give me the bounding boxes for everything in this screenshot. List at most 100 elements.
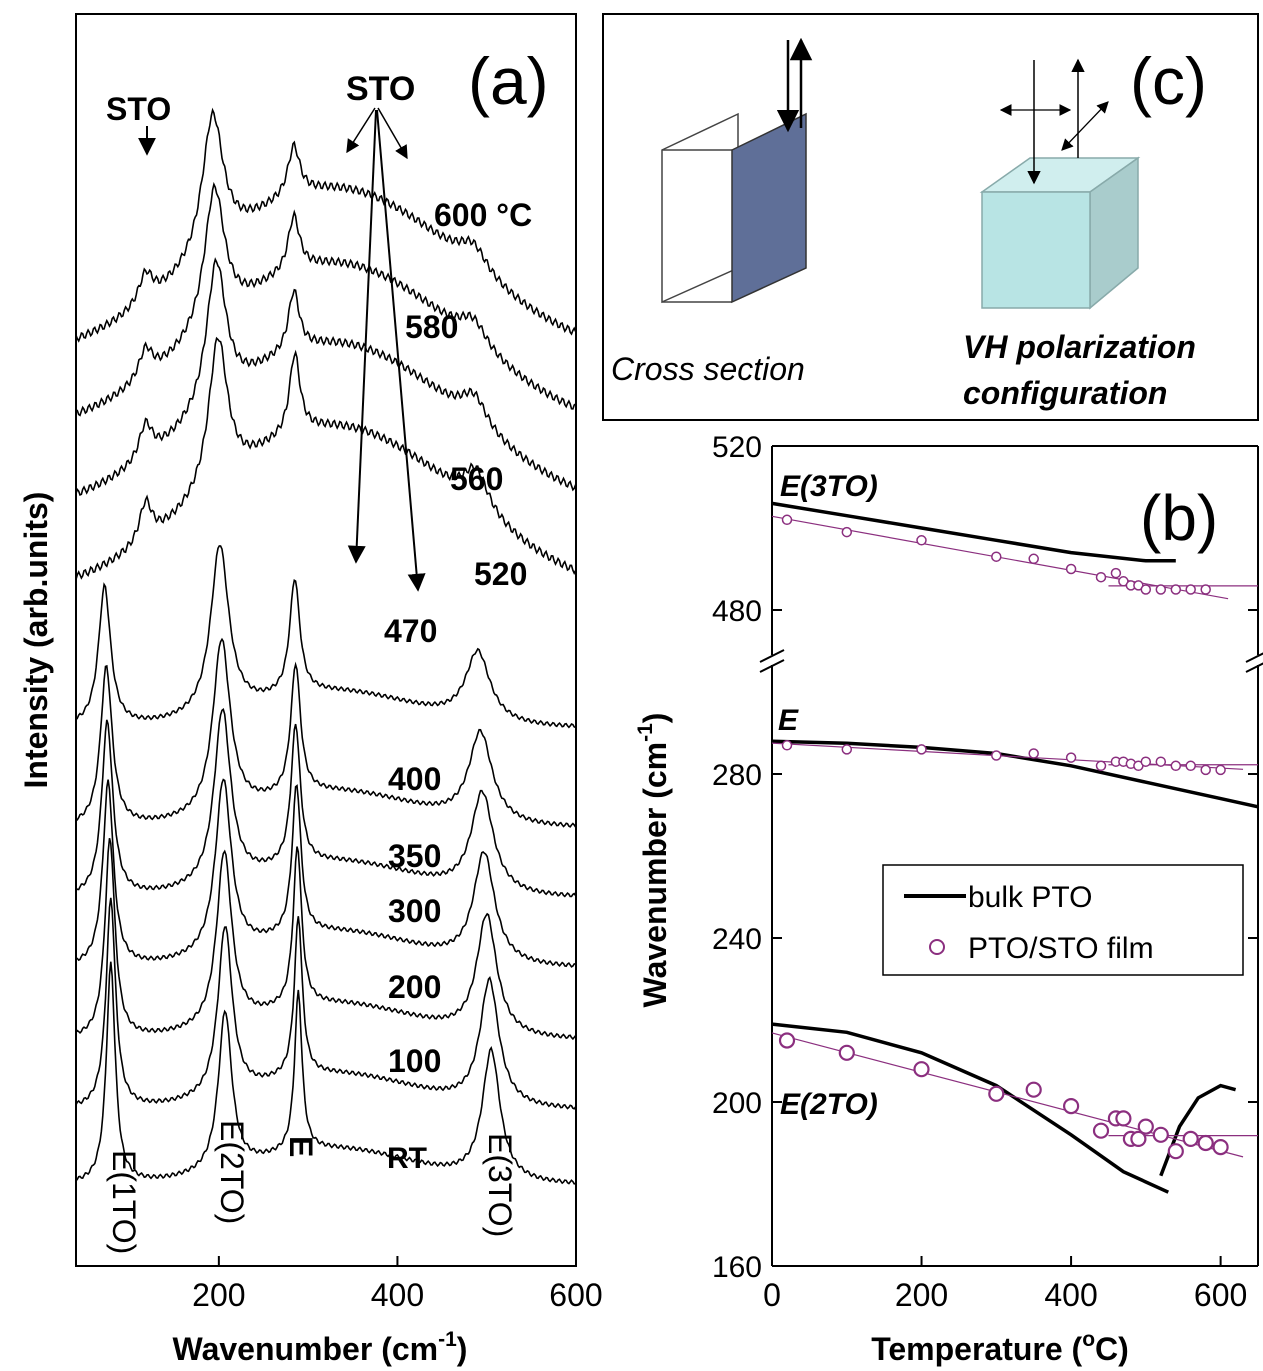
spectrum-200	[75, 838, 577, 1041]
axis-break-left-1	[759, 649, 785, 663]
mode-label-e3to: E(3TO)	[482, 1133, 518, 1237]
panel-c-tag: (c)	[1130, 44, 1207, 118]
film-point-e-2to-15	[1197, 1134, 1214, 1152]
film-point-e-3to-4	[1028, 553, 1039, 565]
film-point-e-4	[1028, 748, 1039, 759]
film-point-e-3to-11	[1140, 584, 1152, 595]
film-point-e-3to-12	[1155, 584, 1167, 595]
sto-arrow-3	[347, 109, 377, 564]
temperature-label-580: 580	[405, 309, 458, 345]
panel-c-frame	[602, 13, 1259, 421]
temperature-label-600: 600 °C	[434, 197, 532, 233]
film-point-e-2to-5	[1062, 1097, 1080, 1115]
cross-section-diagram	[661, 37, 813, 304]
film-point-e-2to-2	[913, 1061, 930, 1078]
spectrum-560	[75, 257, 577, 496]
panel-a: 200 400 600 100 200 300 350 400 470 520 560 580 600…	[18, 13, 603, 1367]
panel-b-x-tick-label-600: 600	[1194, 1277, 1247, 1313]
bulk-line-e-3to	[771, 501, 1176, 563]
panel-b-y-tick-label-240: 240	[712, 923, 762, 956]
panel-a-x-tick-label-400: 400	[371, 1277, 424, 1313]
legend-box	[882, 864, 1244, 976]
panel-a-temperature-labels: 100 200 300 350 400 470 520 560 580 600 °C	[384, 197, 532, 1079]
panel-a-frame	[75, 13, 577, 1267]
mode-label-b-e: E	[778, 704, 799, 737]
legend-film-label: PTO/STO film	[968, 932, 1154, 965]
temperature-label-520: 520	[474, 556, 527, 592]
film-point-e-0	[781, 740, 793, 751]
bulk-line-e	[771, 739, 1259, 809]
mode-label-e: E	[283, 1136, 319, 1157]
panel-c: (c) Cross section VH polarization config…	[602, 13, 1259, 421]
panel-b-tag: (b)	[1140, 482, 1218, 554]
spectrum-350	[75, 708, 577, 898]
panel-b-y-tick-label-160: 160	[712, 1251, 762, 1284]
film-point-e-1	[841, 744, 853, 755]
film-point-e-2to-12	[1152, 1126, 1169, 1143]
panel-a-spectra	[75, 107, 577, 1185]
panel-a-y-label: Intensity (arb.units)	[18, 492, 54, 789]
sto-label-right: STO	[346, 70, 415, 108]
vh-cube-diagram	[979, 58, 1141, 310]
film-point-e-3to-6	[1095, 571, 1107, 583]
sto-label-left: STO	[106, 91, 171, 127]
film-point-e-2to-1	[838, 1044, 855, 1061]
film-point-e-3to-13	[1170, 584, 1182, 595]
film-point-e-2to-13	[1167, 1143, 1184, 1160]
panel-b-y-tick-label-520: 520	[712, 431, 762, 464]
film-point-e-2	[916, 744, 927, 755]
temperature-label-300: 300	[388, 893, 441, 929]
panel-b-y-tick-label-280: 280	[712, 759, 762, 792]
film-point-e-5	[1065, 752, 1077, 763]
panel-a-x-tick-label-200: 200	[192, 1277, 245, 1313]
spectrum-520	[75, 336, 577, 580]
film-point-e-3to-14	[1185, 584, 1196, 595]
film-point-e-2to-4	[1025, 1081, 1042, 1098]
film-point-e-3to-1	[841, 526, 853, 538]
sto-arrow-4	[376, 109, 426, 592]
panel-b-x-tick-label-200: 200	[895, 1277, 948, 1313]
panel-b-x-tick-label-400: 400	[1044, 1277, 1097, 1313]
film-point-e-2to-3	[988, 1085, 1005, 1102]
panel-b-y-tick-label-200: 200	[712, 1087, 762, 1120]
axis-break-right-2	[1245, 662, 1263, 673]
film-point-e-2to-6	[1092, 1122, 1110, 1139]
film-point-e-3to-5	[1065, 563, 1077, 575]
panel-a-x-label: Wavenumber (cm-1)	[173, 1328, 468, 1367]
film-point-e-3to-2	[916, 535, 927, 546]
axis-break-right-1	[1245, 652, 1263, 663]
mode-label-rt: RT	[387, 1142, 427, 1175]
film-point-e-2to-10	[1130, 1130, 1147, 1148]
panel-b-x-tick-label-0: 0	[763, 1277, 781, 1313]
spectrum-rt	[75, 961, 576, 1185]
panel-b-y-tick-label-480: 480	[712, 595, 762, 628]
panel-a-tag: (a)	[468, 44, 549, 118]
vh-label-line2: configuration	[963, 375, 1167, 411]
film-point-e-3	[991, 750, 1002, 761]
h-polarization-arrow	[1061, 101, 1109, 151]
bulk-line-e-2to	[771, 1022, 1170, 1194]
vh-label-line1: VH polarization	[963, 329, 1196, 365]
legend-bulk-label: bulk PTO	[968, 881, 1093, 914]
film-point-e-14	[1185, 760, 1196, 772]
spectrum-400	[75, 637, 577, 828]
panel-a-x-tick-label-600: 600	[549, 1277, 602, 1313]
temperature-label-350: 350	[388, 838, 441, 874]
mode-label-b-e2to: E(2TO)	[780, 1088, 878, 1121]
film-point-e-2to-0	[778, 1032, 796, 1049]
mode-label-e1to: E(1TO)	[106, 1150, 142, 1254]
mode-label-e2to: E(2TO)	[214, 1120, 250, 1224]
spectrum-300	[75, 778, 576, 968]
film-point-e-11	[1140, 756, 1152, 767]
film-point-e-2to-16	[1212, 1138, 1229, 1156]
legend-film-swatch	[929, 939, 945, 955]
film-point-e-12	[1155, 756, 1167, 767]
spectrum-470	[75, 545, 576, 729]
panel-b-ticks: 0 200 400 600 160 200 240 280 480 520	[712, 431, 1258, 1313]
film-point-e-3to-3	[991, 551, 1002, 562]
panel-b-film-points	[771, 514, 1258, 1160]
panel-b-bulk-lines	[771, 501, 1259, 1194]
temperature-label-200: 200	[388, 969, 441, 1005]
